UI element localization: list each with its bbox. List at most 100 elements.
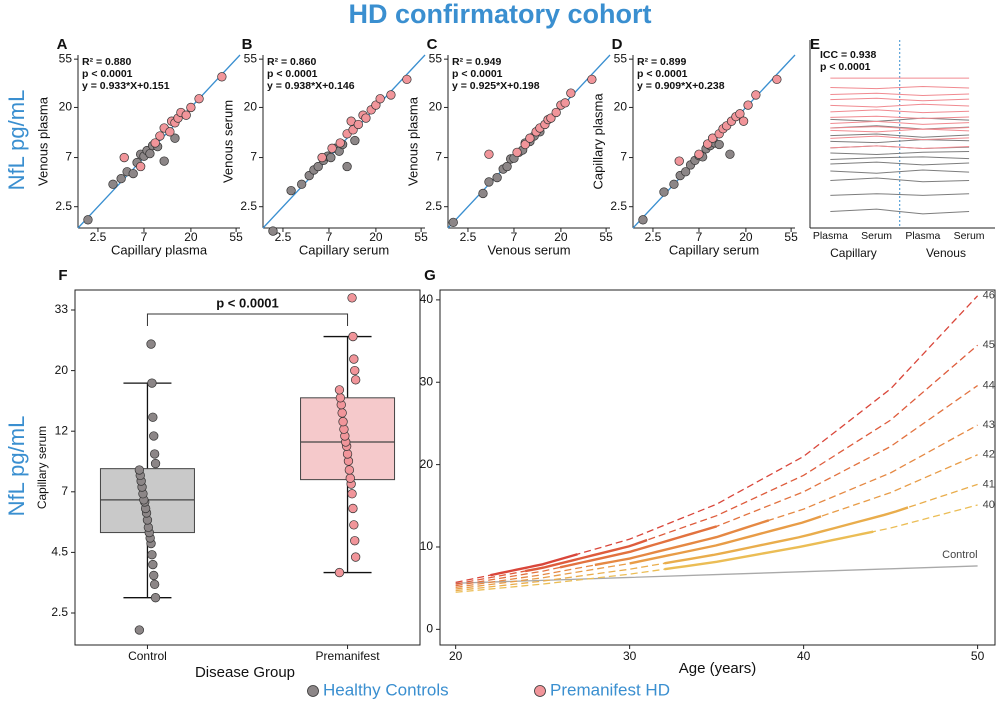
point (268, 226, 278, 236)
point (326, 152, 336, 163)
y-tick-label: 55 (614, 51, 628, 65)
frame (74, 289, 421, 646)
point (448, 217, 458, 228)
point (551, 107, 561, 118)
point (751, 90, 761, 100)
point (128, 168, 138, 179)
point (150, 593, 161, 603)
point (546, 113, 556, 123)
series-label: 43 (983, 419, 995, 431)
subject-line (830, 92, 970, 96)
x-tick-label: 50 (971, 649, 985, 663)
point (334, 567, 345, 578)
point (350, 365, 360, 376)
annotation: ICC = 0.938 (820, 49, 876, 61)
y-tick-label: 7 (250, 150, 257, 164)
y-tick-label: 55 (244, 51, 258, 65)
point (371, 100, 381, 110)
y-tick-label: 10 (420, 539, 434, 553)
point (520, 139, 530, 150)
point (345, 473, 355, 483)
subject-line (830, 85, 970, 90)
annotation: y = 0.909*X+0.238 (637, 80, 725, 92)
point (350, 135, 360, 146)
subject-line (830, 109, 970, 114)
y-tick-label: 40 (420, 292, 434, 306)
subject-line (830, 126, 970, 130)
y-axis-label: Venous plasma (405, 96, 420, 186)
x-axis-label: Venous serum (487, 242, 570, 257)
point (148, 412, 158, 422)
x-tick-label: Control (128, 649, 167, 663)
point (297, 179, 307, 189)
x-tick-label: Serum (954, 230, 985, 242)
annotation: p < 0.0001 (82, 68, 133, 80)
point (136, 161, 146, 172)
group-label: Venous (926, 246, 966, 260)
point (342, 161, 352, 172)
panel-letter: A (57, 36, 68, 53)
y-tick-label: 2.5 (240, 199, 257, 213)
y-tick-label: 20 (429, 100, 443, 114)
point (150, 458, 161, 469)
point (119, 152, 129, 163)
annotation: p < 0.0001 (267, 68, 318, 80)
point (338, 417, 348, 427)
point (669, 179, 679, 189)
point (502, 161, 512, 172)
y-tick-label: 0 (426, 622, 433, 636)
point (525, 133, 535, 143)
point (149, 579, 160, 590)
observed-segment (629, 515, 822, 565)
point (484, 177, 494, 187)
point (317, 152, 327, 163)
y-tick-label: 55 (429, 51, 443, 65)
bracket (146, 313, 349, 326)
panel-letter: F (58, 267, 67, 284)
subject-line (830, 120, 970, 125)
point (149, 449, 160, 459)
point (116, 173, 126, 184)
subject-line (830, 161, 970, 166)
x-tick-label: 2.5 (275, 230, 292, 244)
point (714, 139, 724, 150)
point (348, 503, 358, 514)
observed-segment (594, 519, 770, 567)
point (351, 375, 361, 385)
series-label: 40 (983, 499, 995, 511)
y-axis-label: Capillary serum (35, 426, 49, 509)
subject-line (830, 97, 970, 102)
y-tick-label: 7 (61, 484, 68, 498)
point (659, 187, 669, 197)
panel-letter: C (427, 36, 438, 53)
annotation: y = 0.925*X+0.198 (452, 80, 540, 92)
y-tick-label: 7 (65, 150, 72, 164)
annotation: p < 0.0001 (820, 61, 871, 73)
point (735, 109, 745, 119)
subject-line (830, 193, 970, 196)
x-axis-label: Capillary serum (669, 242, 759, 257)
point (402, 74, 412, 85)
series-label: 45 (983, 339, 995, 351)
point (181, 110, 191, 120)
x-tick-label: Premanifest (316, 649, 381, 663)
x-tick-label: 20 (554, 230, 568, 244)
point (351, 552, 361, 562)
panel-letter: D (612, 36, 623, 53)
y-tick-label: 55 (59, 51, 73, 65)
point (478, 188, 488, 199)
point (738, 116, 749, 126)
y-tick-label: 2.5 (55, 199, 72, 213)
x-tick-label: 40 (797, 649, 811, 663)
legend-marker (307, 685, 319, 697)
panel-letter: B (242, 36, 253, 53)
subject-line (830, 135, 970, 141)
y-tick-label: 30 (420, 374, 434, 388)
point (681, 167, 691, 177)
x-tick-label: 30 (623, 649, 637, 663)
side-label: NfL pg/mL (4, 416, 29, 517)
panel-letter: G (424, 267, 436, 284)
point (386, 90, 396, 100)
point (350, 536, 360, 546)
